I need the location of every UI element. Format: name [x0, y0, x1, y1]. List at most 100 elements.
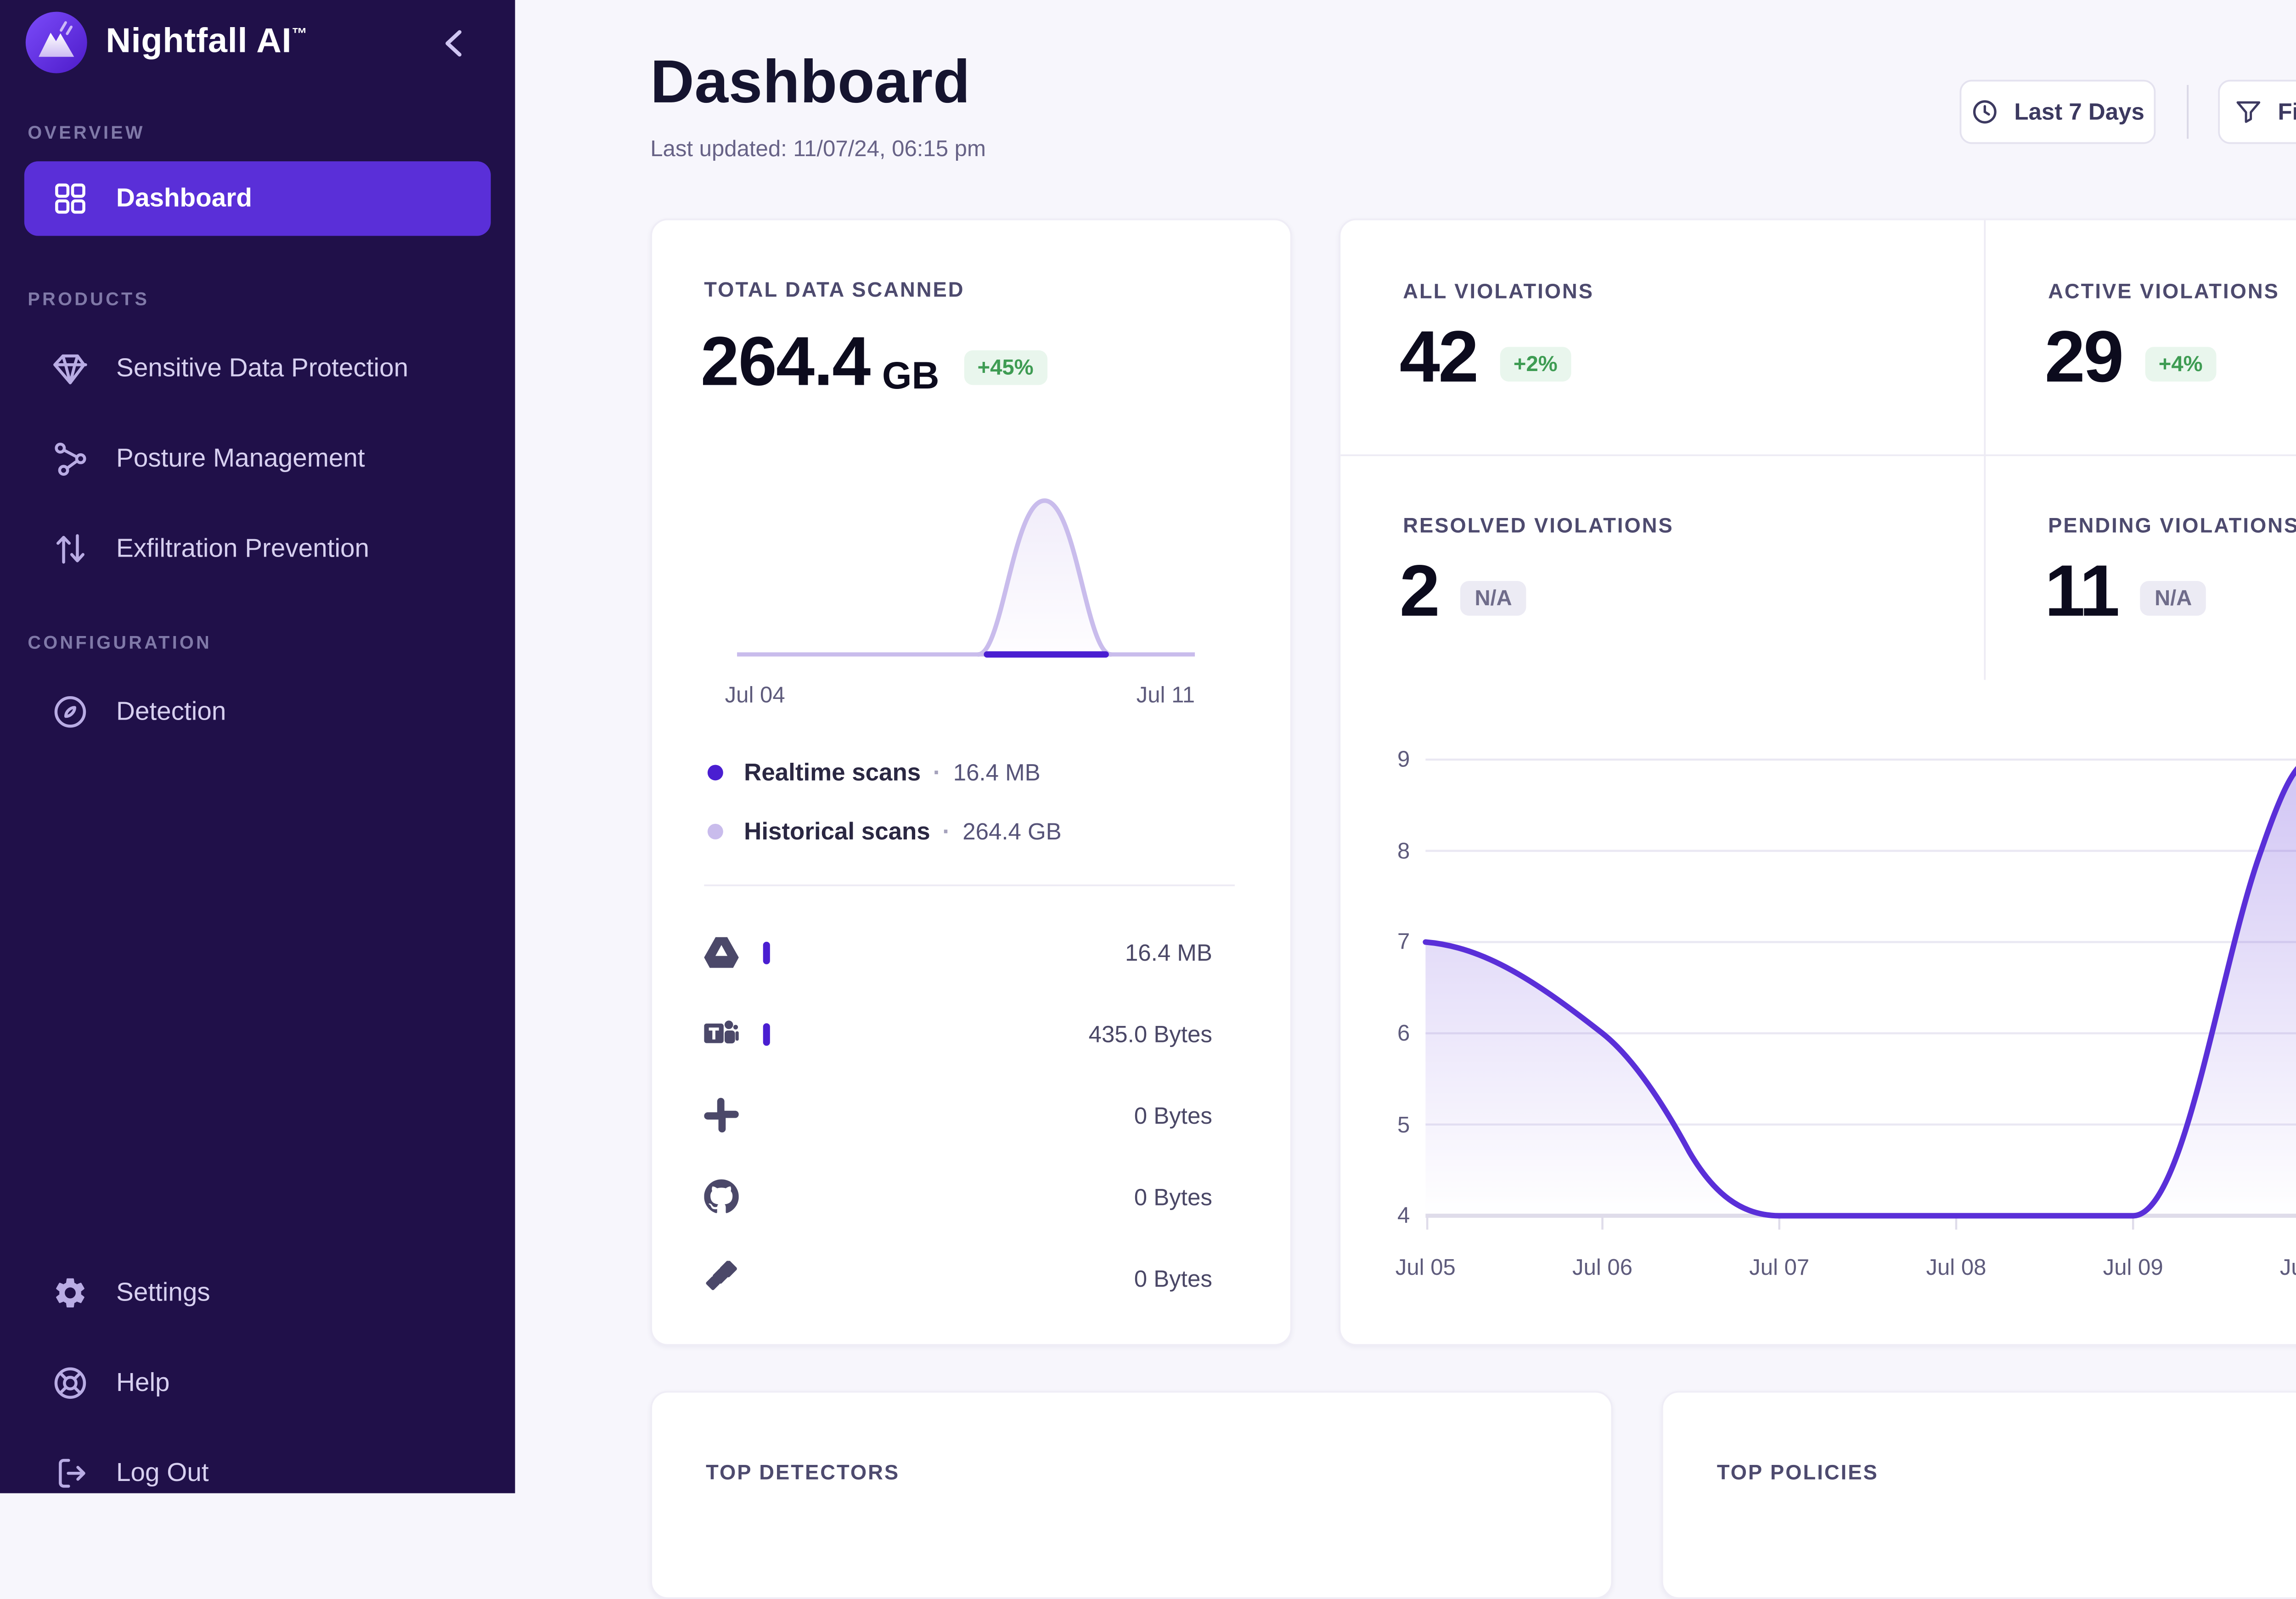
- top-policies-card: TOP POLICIES: [1661, 1391, 2296, 1599]
- brand-trademark: ™: [292, 25, 308, 42]
- service-row-jira: 0 Bytes: [704, 1257, 1212, 1299]
- top-detectors-title: TOP DETECTORS: [706, 1460, 900, 1485]
- stat-delta-badge: N/A: [1461, 580, 1526, 616]
- date-range-label: Last 7 Days: [2014, 99, 2144, 125]
- legend-value: 264.4 GB: [962, 817, 1062, 844]
- stat-active: 29 +4%: [2044, 315, 2217, 397]
- filter-icon: [2237, 101, 2262, 123]
- top-policies-title: TOP POLICIES: [1716, 1460, 1879, 1485]
- gem-icon: [53, 354, 87, 384]
- sidebar-item-label: Help: [116, 1368, 170, 1398]
- service-value: 435.0 Bytes: [1088, 1020, 1212, 1047]
- service-mini-bar: [763, 940, 769, 963]
- service-row-google-drive: 16.4 MB: [704, 931, 1212, 973]
- historical-dot-icon: [707, 822, 723, 839]
- sidebar-item-label: Dashboard: [116, 184, 252, 214]
- scan-mini-chart: [737, 498, 1195, 658]
- compass-icon: [54, 696, 86, 728]
- legend-separator: ·: [933, 758, 941, 786]
- x-axis-label: Jul 05: [1395, 1254, 1456, 1280]
- sidebar-item-help[interactable]: Help: [24, 1346, 491, 1420]
- legend-label: Historical scans: [744, 816, 930, 845]
- top-detectors-card: TOP DETECTORS: [650, 1391, 1613, 1599]
- page-title: Dashboard: [650, 48, 971, 117]
- sidebar-item-dashboard[interactable]: Dashboard: [24, 161, 491, 236]
- y-axis-label: 6: [1397, 1019, 1410, 1046]
- sidebar-item-label: Posture Management: [116, 444, 365, 474]
- realtime-dot-icon: [707, 764, 723, 780]
- scan-card-title: TOTAL DATA SCANNED: [704, 277, 965, 302]
- legend-label: Realtime scans: [744, 758, 921, 786]
- violations-vertical-divider: [1984, 220, 1986, 680]
- violations-card: ALL VIOLATIONS 42 +2% ACTIVE VIOLATIONS …: [1339, 218, 2296, 1346]
- google-drive-icon: [704, 937, 739, 968]
- scan-x-start: Jul 04: [725, 681, 785, 708]
- sidebar-item-settings[interactable]: Settings: [24, 1256, 491, 1330]
- sidebar-item-label: Exfiltration Prevention: [116, 534, 370, 564]
- microsoft-teams-icon: [704, 1020, 739, 1044]
- service-value: 16.4 MB: [1125, 939, 1212, 965]
- sidebar-item-label: Detection: [116, 697, 226, 727]
- x-axis-label: Jul 09: [2103, 1254, 2163, 1280]
- stat-value: 42: [1399, 315, 1479, 397]
- service-row-slack: 0 Bytes: [704, 1094, 1212, 1136]
- stat-delta-badge: N/A: [2140, 580, 2206, 616]
- x-axis-label: Jul 07: [1749, 1254, 1810, 1280]
- date-range-button[interactable]: Last 7 Days: [1959, 79, 2156, 144]
- arrows-up-down-icon: [56, 534, 84, 564]
- stat-delta-badge: +4%: [2144, 346, 2217, 382]
- sidebar-item-label: Settings: [116, 1278, 210, 1308]
- sidebar-item-label: Log Out: [116, 1458, 209, 1488]
- x-axis-label: Jul 06: [1572, 1254, 1633, 1280]
- stat-delta-badge: +2%: [1499, 346, 1571, 382]
- sidebar-item-posture-management[interactable]: Posture Management: [24, 422, 491, 496]
- nightfall-logo-icon: [25, 11, 87, 73]
- y-axis-label: 5: [1397, 1111, 1410, 1138]
- service-row-microsoft-teams: 435.0 Bytes: [704, 1013, 1212, 1055]
- network-icon: [55, 442, 86, 476]
- sidebar-section-products: PRODUCTS: [28, 289, 150, 311]
- legend-separator: ·: [942, 816, 951, 845]
- sidebar-item-detection[interactable]: Detection: [24, 675, 491, 749]
- scan-total-row: 264.4 GB +45%: [701, 328, 1047, 397]
- main-content: Dashboard Last updated: 11/07/24, 06:15 …: [515, 0, 2296, 1599]
- stat-value: 29: [2044, 315, 2124, 397]
- sidebar-section-configuration: CONFIGURATION: [28, 633, 212, 654]
- grid-icon: [55, 183, 85, 214]
- y-axis-label: 8: [1397, 838, 1410, 864]
- filter-button[interactable]: Filter: [2218, 79, 2296, 144]
- stat-value: 11: [2044, 550, 2120, 631]
- sidebar-item-label: Sensitive Data Protection: [116, 354, 409, 383]
- y-axis-label: 4: [1397, 1202, 1410, 1228]
- github-icon: [704, 1179, 739, 1213]
- service-mini-bar: [763, 1022, 769, 1045]
- header-divider: [2187, 85, 2189, 139]
- sidebar-item-log-out[interactable]: Log Out: [24, 1436, 491, 1510]
- sidebar-collapse-icon[interactable]: [435, 24, 473, 62]
- filter-label: Filter: [2278, 99, 2296, 125]
- stat-all: 42 +2%: [1399, 315, 1571, 397]
- sidebar-item-exfiltration-prevention[interactable]: Exfiltration Prevention: [24, 512, 491, 586]
- scan-card-divider: [704, 884, 1235, 886]
- stat-label-active: ACTIVE VIOLATIONS: [2048, 279, 2279, 304]
- stat-label-pending: PENDING VIOLATIONS: [2048, 513, 2296, 538]
- slack-icon: [704, 1098, 739, 1133]
- sidebar-item-sensitive-data-protection[interactable]: Sensitive Data Protection: [24, 331, 491, 405]
- scan-total-value: 264.4: [700, 324, 871, 401]
- scan-total-unit: GB: [882, 353, 940, 397]
- service-value: 0 Bytes: [1134, 1102, 1212, 1128]
- brand: Nightfall AI™: [24, 11, 308, 75]
- stat-resolved: 2 N/A: [1400, 554, 1526, 628]
- life-ring-icon: [54, 1367, 86, 1399]
- x-axis-label: Jul 08: [1926, 1254, 1986, 1280]
- service-value: 0 Bytes: [1134, 1183, 1212, 1210]
- logout-icon: [59, 1458, 85, 1488]
- sidebar-section-overview: OVERVIEW: [28, 123, 145, 144]
- brand-name: Nightfall AI™: [106, 23, 308, 61]
- legend-realtime: Realtime scans · 16.4 MB: [707, 758, 1041, 786]
- violations-area-chart: [1423, 758, 2296, 1230]
- stat-pending: 11 N/A: [2044, 550, 2206, 631]
- stat-label-resolved: RESOLVED VIOLATIONS: [1403, 513, 1674, 538]
- legend-value: 16.4 MB: [953, 759, 1041, 785]
